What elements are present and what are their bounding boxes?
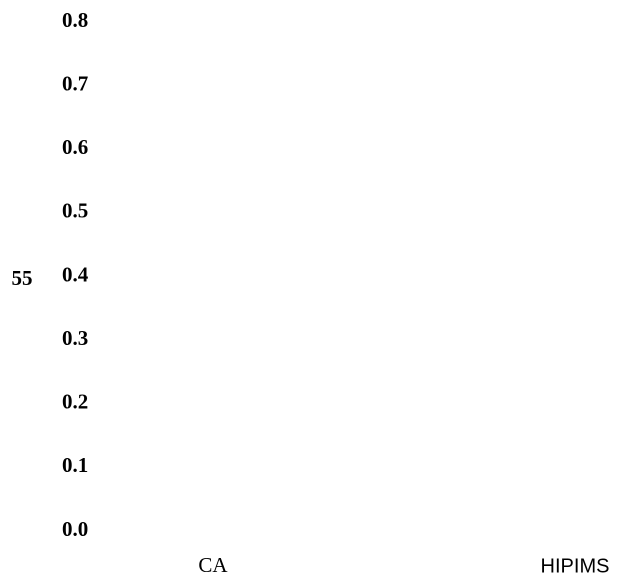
y-tick-label: 0.4 (62, 262, 89, 286)
y-tick-label: 0.8 (62, 8, 88, 32)
y-tick-label: 0.2 (62, 390, 88, 414)
y-tick-label: 0.1 (62, 453, 88, 477)
y-tick-label: 0.5 (62, 199, 88, 223)
x-tick-label: HIPIMS (541, 555, 610, 577)
y-tick-label: 0.0 (62, 517, 88, 541)
x-tick-label: CA (198, 553, 228, 577)
y-tick-label: 0.3 (62, 326, 88, 350)
y-tick-label: 0.6 (62, 135, 88, 159)
y-axis-label: 55 (12, 266, 33, 290)
y-tick-label: 0.7 (62, 71, 88, 95)
